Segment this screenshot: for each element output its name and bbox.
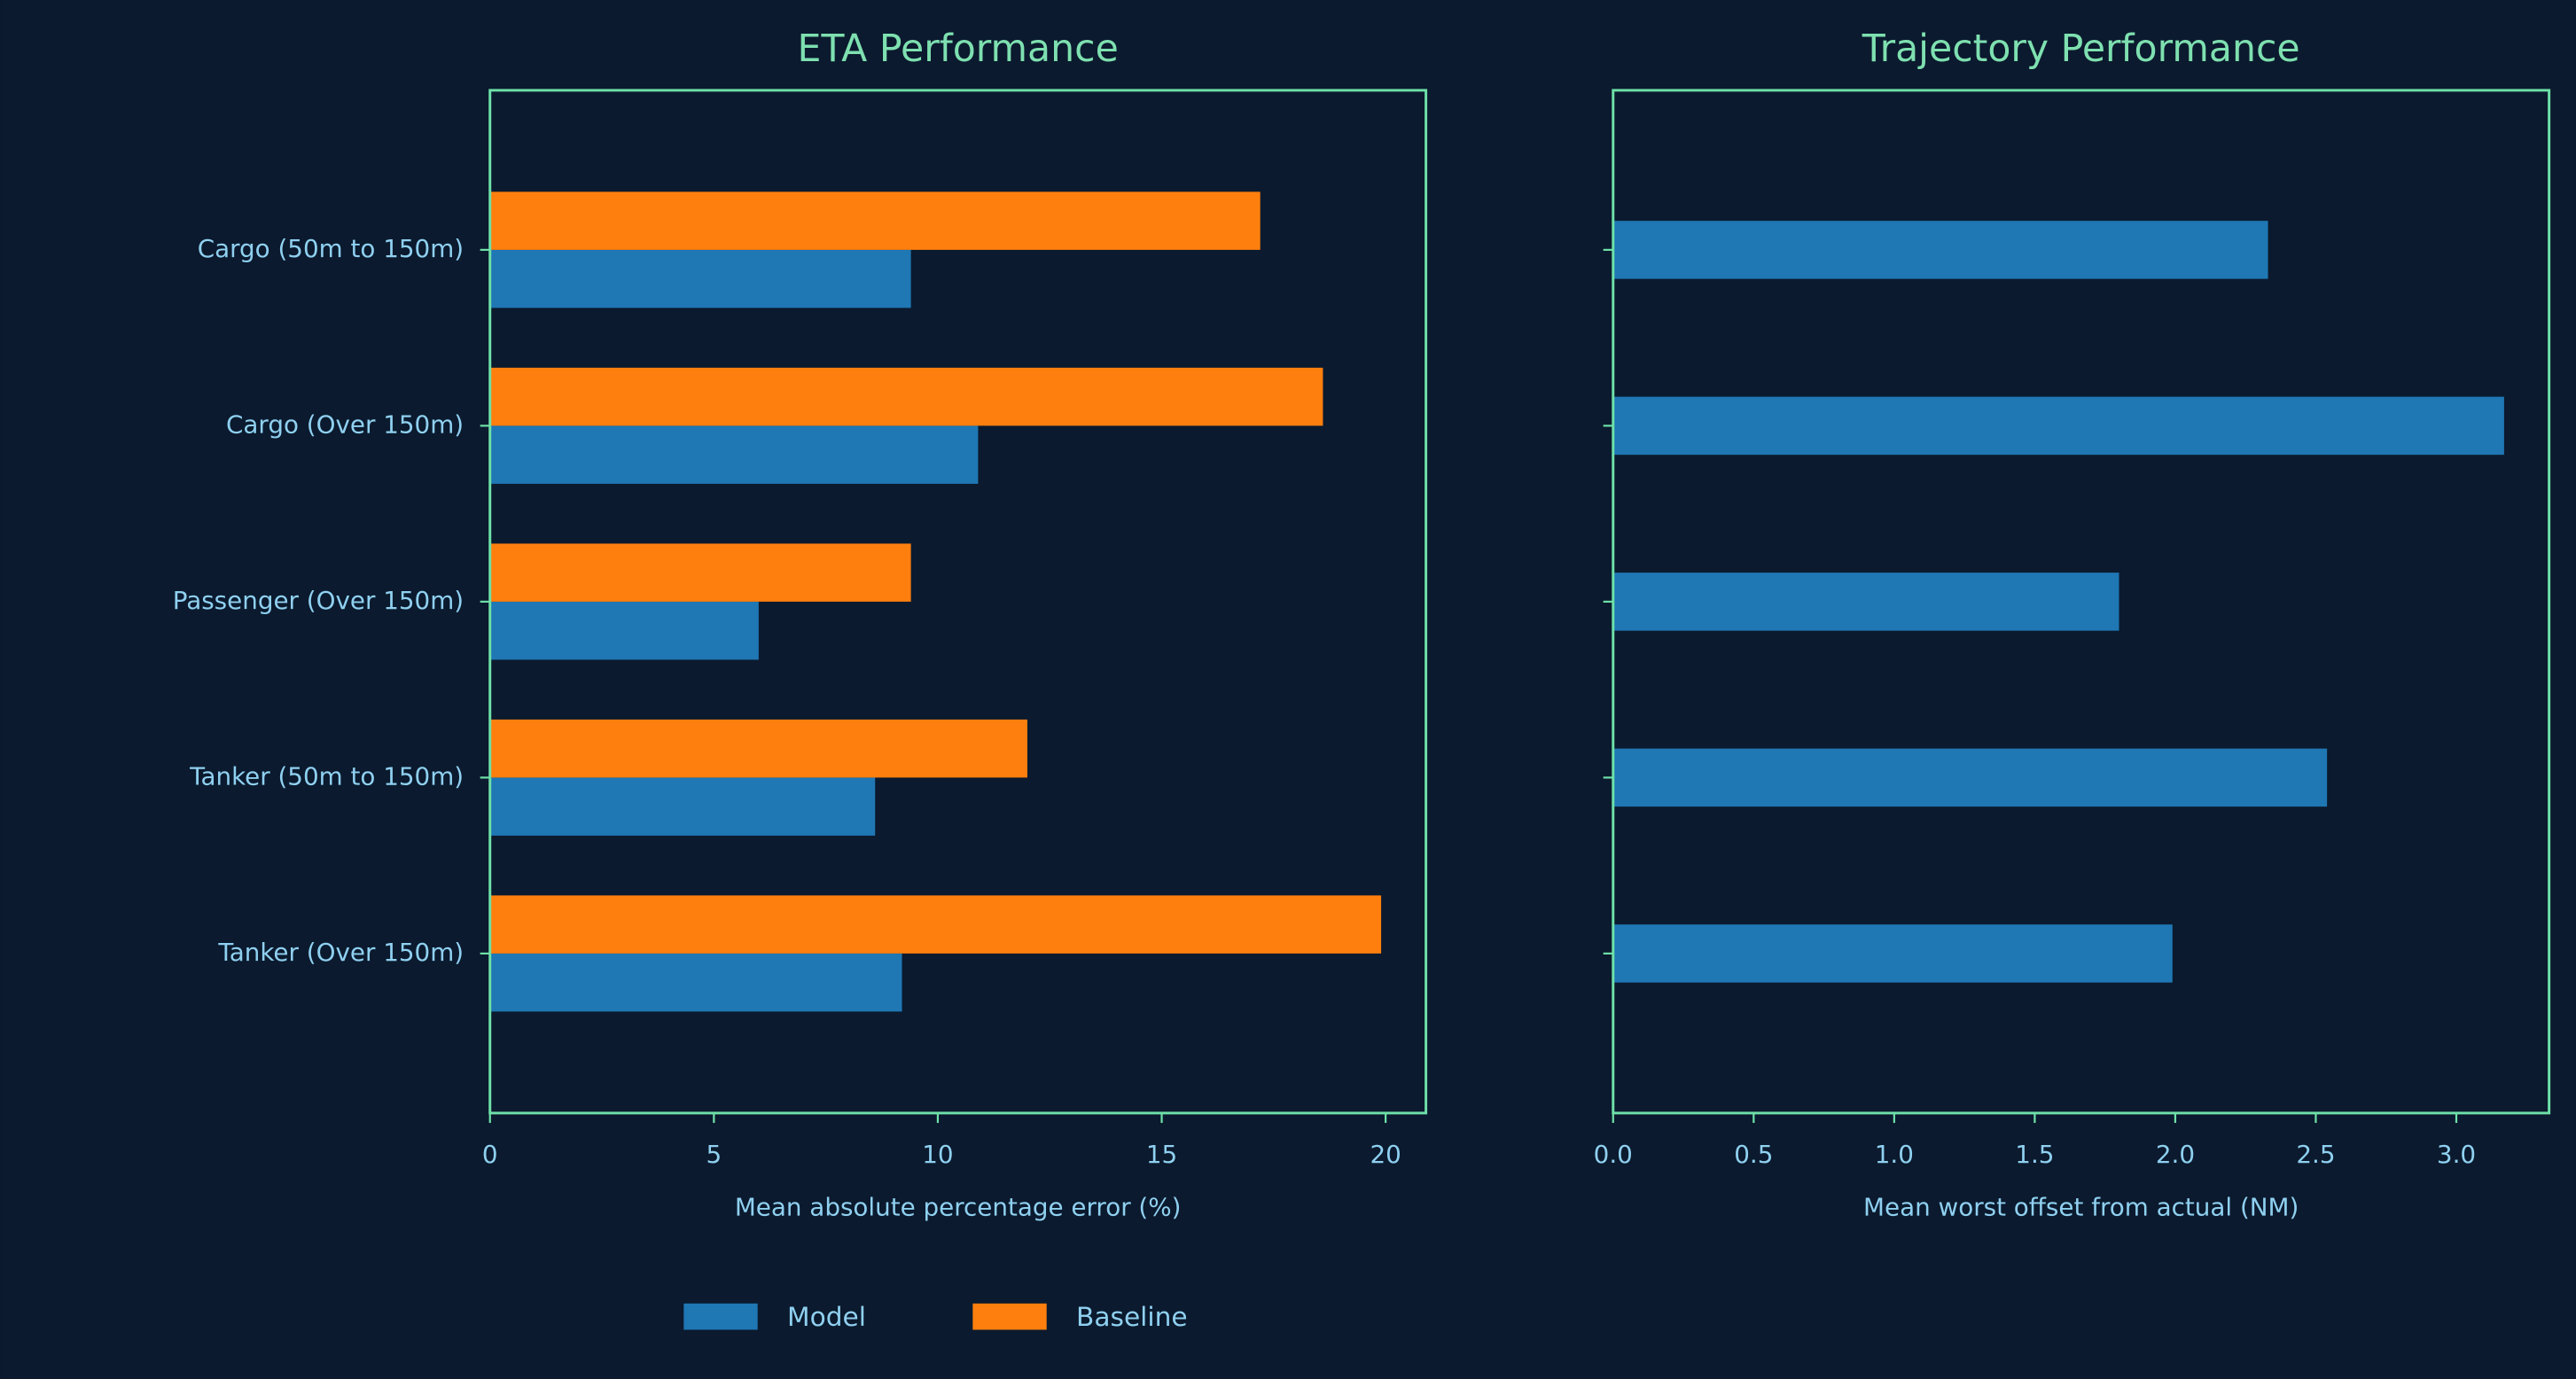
bar [1612,573,2119,631]
bar [1612,748,2328,807]
x-tick-label: 10 [922,1140,953,1169]
bar [489,719,1027,778]
x-tick-label: 1.0 [1875,1140,1914,1169]
axes-frame [1612,89,2551,1115]
chart-title: Trajectory Performance [1862,27,2300,71]
axes-frame [488,89,1428,1115]
x-tick-label: 0.5 [1734,1140,1773,1169]
y-tick-label: Passenger (Over 150m) [173,586,464,615]
x-axis-label: Mean absolute percentage error (%) [735,1192,1182,1221]
bar [489,425,979,484]
x-tick-label: 3.0 [2437,1140,2476,1169]
x-tick-label: 0.0 [1594,1140,1633,1169]
bar [1612,396,2504,456]
y-tick-label: Cargo (Over 150m) [226,409,464,439]
bar [489,601,759,660]
bar [489,367,1323,426]
legend-label: Baseline [1076,1301,1188,1332]
legend-label: Model [787,1301,866,1332]
bar [489,543,911,602]
bar [489,895,1382,954]
y-tick-label: Tanker (50m to 150m) [189,761,464,791]
x-axis-label: Mean worst offset from actual (NM) [1863,1192,2299,1221]
y-tick-label: Tanker (Over 150m) [217,938,464,967]
legend-swatch [972,1303,1047,1330]
y-tick-label: Cargo (50m to 150m) [198,234,464,263]
chart-title: ETA Performance [798,27,1119,71]
x-tick-label: 5 [706,1140,722,1169]
bar [489,191,1261,250]
x-tick-label: 15 [1146,1140,1177,1169]
x-tick-label: 20 [1370,1140,1401,1169]
bar [489,249,911,308]
x-tick-label: 2.5 [2296,1140,2335,1169]
bar [489,953,902,1012]
bar [1612,221,2268,279]
bar [1612,924,2173,983]
bar [489,777,876,836]
x-tick-label: 0 [482,1140,498,1169]
x-tick-label: 2.0 [2156,1140,2195,1169]
legend-swatch [683,1303,758,1330]
x-tick-label: 1.5 [2015,1140,2054,1169]
